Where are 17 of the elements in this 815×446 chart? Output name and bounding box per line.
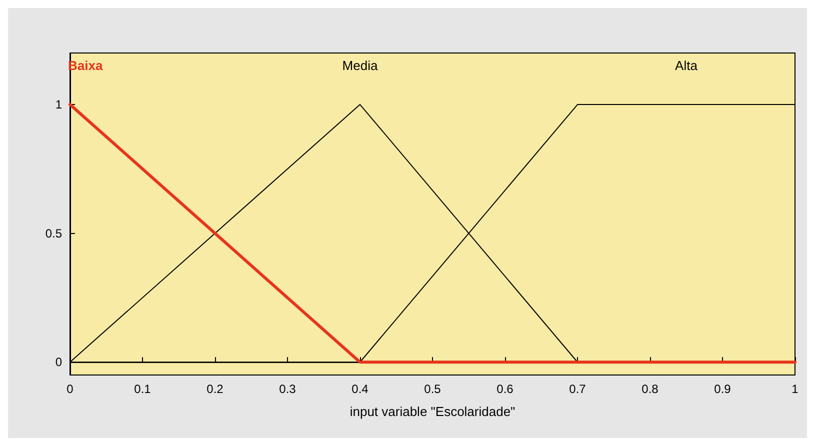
- y-tick-label: 0: [55, 355, 62, 370]
- x-tick-label: 0.7: [569, 382, 586, 396]
- x-axis-title: input variable "Escolaridade": [350, 404, 516, 419]
- x-tick-label: 0.2: [206, 382, 224, 396]
- x-tick-label: 0.9: [714, 382, 732, 396]
- text: Alta: [675, 58, 698, 73]
- x-tick-label: 0.8: [642, 382, 659, 396]
- x-tick-label: 0.4: [352, 382, 369, 396]
- text: Media: [342, 58, 378, 73]
- x-tick-label: 0.6: [496, 382, 514, 396]
- x-tick-label: 0: [66, 382, 74, 396]
- x-tick-label: 0.1: [134, 382, 152, 396]
- x-tick-label: 0.3: [279, 382, 296, 396]
- y-tick-label: 1: [55, 98, 62, 112]
- x-tick-label: 1: [792, 382, 799, 396]
- x-tick-label: 0.5: [424, 382, 442, 396]
- y-tick-label: 0.5: [45, 226, 62, 240]
